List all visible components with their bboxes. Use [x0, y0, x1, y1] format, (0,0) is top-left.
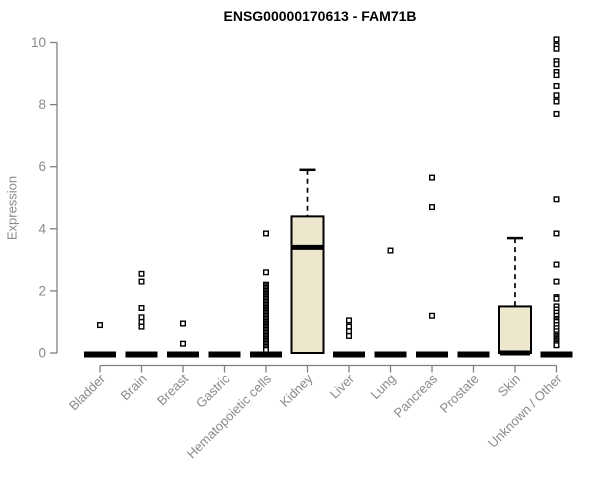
outlier-point: [553, 82, 560, 89]
outlier-point: [346, 332, 353, 339]
outlier-point: [346, 323, 353, 330]
outlier-point: [138, 270, 145, 277]
x-tick-label: Breast: [154, 371, 191, 408]
outlier-point: [179, 320, 186, 327]
outlier-point: [138, 278, 145, 285]
outlier-point: [263, 230, 270, 237]
y-axis-label: Expression: [4, 175, 20, 241]
outlier-point: [138, 314, 145, 321]
y-tick-label: 6: [38, 159, 46, 174]
outlier-point: [553, 110, 560, 117]
outlier-point: [429, 174, 436, 181]
chart-title: ENSG00000170613 - FAM71B: [223, 8, 417, 24]
outlier-point: [346, 328, 353, 335]
y-tick-label: 8: [38, 97, 46, 112]
outlier-point: [553, 230, 560, 237]
outlier-point: [346, 317, 353, 324]
boxplot-box: [290, 215, 325, 354]
outlier-point: [553, 98, 560, 105]
outlier-point: [263, 269, 270, 276]
x-tick-label: Skin: [495, 371, 523, 399]
x-tick-label: Bladder: [66, 371, 109, 414]
x-tick-label: Brain: [118, 371, 150, 403]
outlier-point: [179, 340, 186, 347]
outlier-point: [138, 304, 145, 311]
x-tick-label: Gastric: [193, 371, 233, 411]
outlier-point: [553, 295, 560, 302]
outlier-point: [263, 346, 270, 353]
outlier-point: [553, 196, 560, 203]
y-tick-label: 4: [38, 221, 46, 236]
y-tick-label: 2: [38, 283, 46, 298]
outlier-point: [429, 204, 436, 211]
outlier-point: [387, 247, 394, 254]
outlier-point: [138, 318, 145, 325]
outlier-point: [96, 322, 103, 329]
outlier-point: [553, 261, 560, 268]
y-tick-label: 10: [31, 35, 46, 50]
outlier-point: [553, 342, 560, 349]
outlier-point: [553, 72, 560, 79]
x-tick-label: Unknown / Other: [485, 371, 565, 451]
outlier-point: [138, 323, 145, 330]
outlier-point: [553, 278, 560, 285]
outlier-point: [553, 45, 560, 52]
x-tick-label: Pancreas: [391, 371, 441, 421]
x-tick-label: Liver: [327, 371, 358, 402]
outlier-point: [553, 36, 560, 43]
y-tick-label: 0: [38, 346, 46, 361]
outlier-point: [553, 92, 560, 99]
x-tick-label: Lung: [368, 371, 399, 402]
x-tick-label: Prostate: [437, 371, 482, 416]
boxplot-box: [498, 305, 532, 354]
x-tick-label: Kidney: [277, 371, 316, 410]
outlier-point: [553, 61, 560, 68]
outlier-point: [429, 312, 436, 319]
